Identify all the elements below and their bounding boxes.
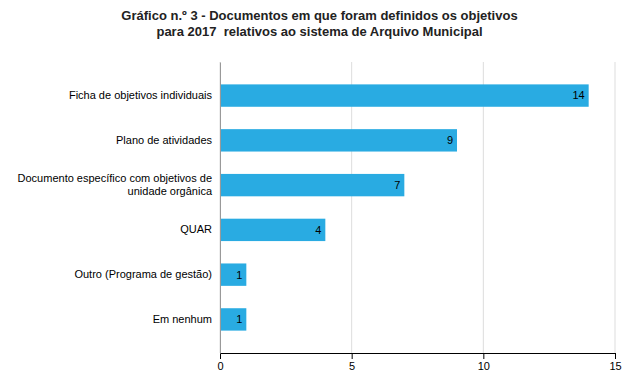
x-tick: 0 [217,353,223,372]
bar [220,84,589,106]
y-tick-label-line: Documento específico com objetivos de [18,172,212,184]
x-axis: 0 5 10 15 [217,353,621,372]
x-tick-label: 0 [217,360,223,372]
x-tick-label: 10 [478,360,490,372]
y-tick-label: Plano de atividades [116,134,213,146]
bar [220,263,246,285]
data-labels: 1147914 [236,89,584,325]
title-line: Gráfico n.º 3 - Documentos em que foram … [121,8,517,23]
bar [220,308,246,330]
y-axis: Ficha de objetivos individuais Plano de a… [18,63,221,354]
y-tick: Outro (Programa de gestão) [74,268,220,280]
x-tick: 10 [478,353,490,372]
x-tick-mark [220,353,221,359]
x-axis-line [221,354,616,360]
grid-line [615,62,616,353]
chart-container: Gráfico n.º 3 - Documentos em que foram … [0,0,639,383]
y-tick-label-line: Em nenhum [153,313,212,325]
x-tick: 5 [349,353,355,372]
bar [220,219,325,241]
y-tick: Documento específico com objetivos deuni… [18,172,220,197]
y-tick-label: QUAR [180,223,212,235]
data-label: 1 [236,269,242,281]
x-tick-mark [483,353,484,359]
y-tick-label-line: Outro (Programa de gestão) [74,268,212,280]
data-label: 4 [315,224,321,236]
data-label: 7 [394,179,400,191]
data-label: 1 [236,313,242,325]
y-tick: QUAR [180,223,220,235]
x-tick: 15 [609,353,621,372]
y-tick-label-line: QUAR [180,223,212,235]
bar [220,129,457,151]
bars [220,84,589,330]
y-tick: Plano de atividades [116,134,220,146]
y-tick-label-line: Plano de atividades [116,134,213,146]
x-tick-mark [352,353,353,359]
grid [220,62,615,353]
title: Gráfico n.º 3 - Documentos em que foram … [121,8,517,39]
y-tick-label-line: Ficha de objetivos individuais [69,89,213,101]
x-tick-mark [615,353,616,359]
grid-line [220,62,221,353]
chart: Gráfico n.º 3 - Documentos em que foram … [0,0,639,383]
y-tick-label-line: unidade orgânica [128,185,213,197]
plot: 0 5 10 15 Ficha de objetivos individuais Plan… [18,62,622,372]
y-tick: Em nenhum [153,313,220,325]
y-tick: Ficha de objetivos individuais [69,89,220,101]
y-tick-label: Em nenhum [153,313,212,325]
y-tick-label: Documento específico com objetivos deuni… [18,172,213,197]
y-tick-label: Outro (Programa de gestão) [74,268,212,280]
data-label: 14 [572,89,584,101]
y-tick-label: Ficha de objetivos individuais [69,89,213,101]
x-tick-label: 5 [349,360,355,372]
x-tick-label: 15 [609,360,621,372]
data-label: 9 [447,134,453,146]
y-axis-line [220,63,221,354]
bar [220,174,404,196]
title-line: para 2017 relativos ao sistema de Arquiv… [156,24,482,39]
